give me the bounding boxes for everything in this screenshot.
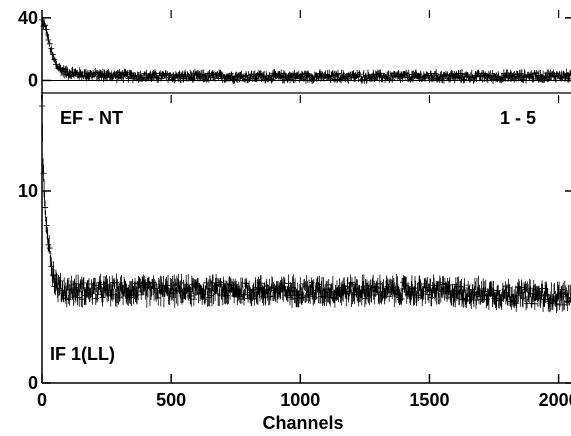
bottom-panel-label-left: IF 1(LL) bbox=[50, 344, 115, 364]
top-panel-ticks: 0 40 bbox=[18, 8, 571, 90]
top-panel: 0 40 EF - NT 1 - 5 bbox=[18, 8, 571, 128]
bottom-xtick-label: 0 bbox=[37, 390, 47, 410]
top-panel-label-right: 1 - 5 bbox=[500, 108, 536, 128]
bottom-xtick-label: 1500 bbox=[409, 390, 449, 410]
top-ytick-label: 40 bbox=[18, 8, 38, 28]
bottom-xtick-label: 2000 bbox=[539, 390, 571, 410]
bottom-ytick-label: 10 bbox=[18, 181, 38, 201]
bottom-error-bars bbox=[39, 97, 571, 314]
bottom-panel: 0 10 0 500 1000 1500 2000 IF 1(LL) Channels bbox=[18, 95, 571, 433]
bottom-panel-ticks: 0 10 0 500 1000 1500 2000 bbox=[18, 95, 571, 410]
top-ytick-label: 0 bbox=[28, 70, 38, 90]
bottom-ytick-label: 0 bbox=[28, 373, 38, 393]
x-axis-title: Channels bbox=[262, 413, 343, 433]
top-error-bars bbox=[39, 16, 571, 85]
bottom-xtick-label: 1000 bbox=[280, 390, 320, 410]
bottom-panel-data bbox=[39, 97, 571, 314]
top-panel-label-left: EF - NT bbox=[60, 108, 123, 128]
bottom-xtick-label: 500 bbox=[156, 390, 186, 410]
top-panel-data bbox=[39, 16, 571, 85]
